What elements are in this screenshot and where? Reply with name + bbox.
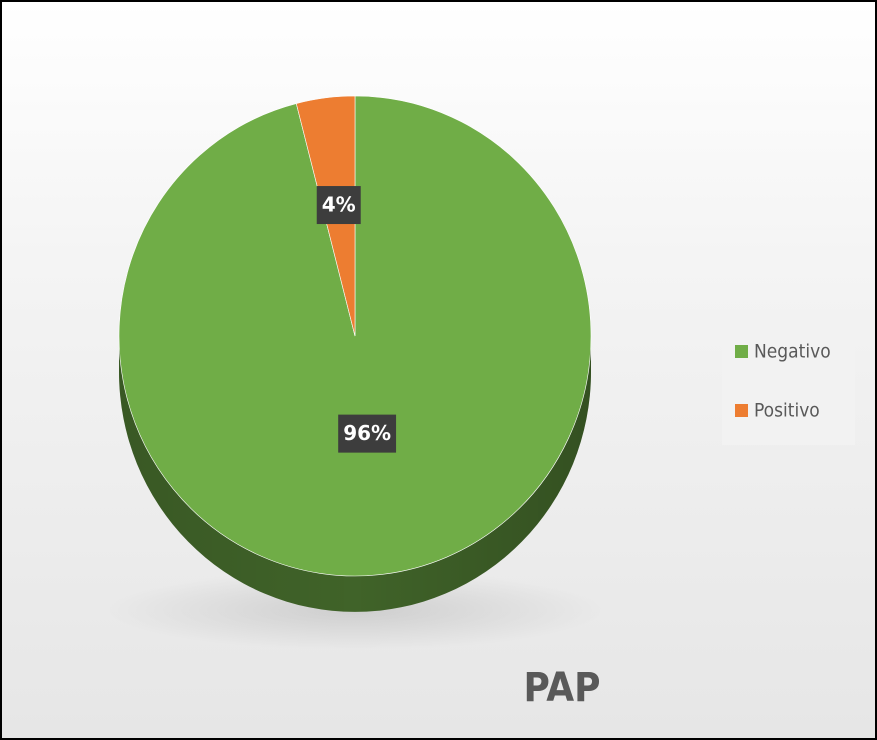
data-label: 96% <box>343 421 391 445</box>
legend-label: Negativo <box>754 341 831 363</box>
legend-label: Positivo <box>754 400 820 422</box>
legend: Negativo Positivo <box>735 341 831 422</box>
data-label-box <box>316 186 361 225</box>
legend-swatch <box>735 345 748 358</box>
legend-swatch <box>735 404 748 417</box>
data-labels: 96% 4% <box>316 186 397 453</box>
chart-title: PAP <box>524 665 601 711</box>
pie <box>118 95 592 612</box>
legend-box <box>722 323 855 445</box>
data-label: 4% <box>322 193 356 217</box>
data-label-box <box>338 414 397 453</box>
